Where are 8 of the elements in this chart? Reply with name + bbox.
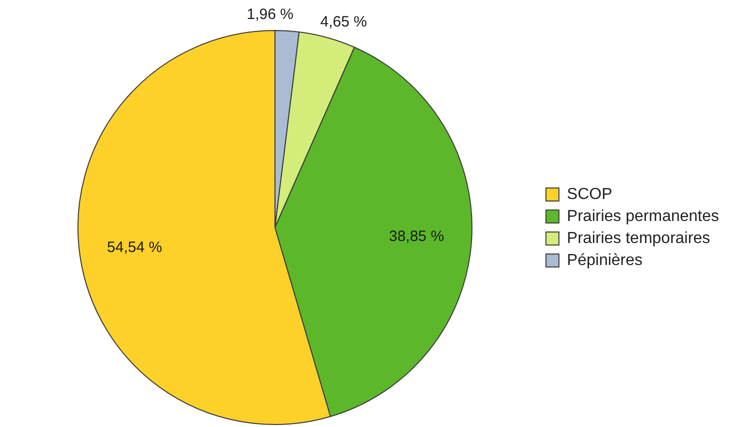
legend-label: SCOP bbox=[566, 186, 612, 203]
data-label: 4,65 % bbox=[320, 13, 367, 30]
data-label: 54,54 % bbox=[107, 238, 162, 256]
data-label: 38,85 % bbox=[388, 228, 444, 245]
legend-label: Pépinières bbox=[566, 252, 643, 269]
legend-label: Prairies permanentes bbox=[566, 208, 720, 225]
legend-label: Prairies temporaires bbox=[566, 230, 710, 247]
data-label: 1,96 % bbox=[246, 6, 294, 24]
